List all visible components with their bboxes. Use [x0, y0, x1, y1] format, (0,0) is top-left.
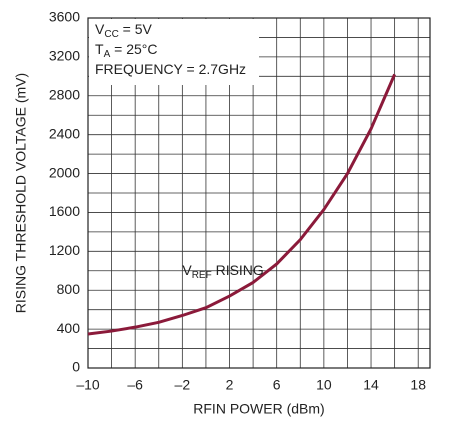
- y-tick-label: 2000: [49, 164, 80, 180]
- x-tick-label: 10: [316, 377, 332, 393]
- subscript: REF: [192, 269, 212, 280]
- x-tick-label: –6: [127, 377, 143, 393]
- conditions-box: [89, 19, 259, 85]
- text-part: = 5V: [119, 21, 153, 37]
- text-part: FREQUENCY = 2.7GHz: [95, 61, 246, 77]
- text-part: RISING: [212, 261, 264, 277]
- y-tick-label: 1200: [49, 242, 80, 258]
- x-tick-label: 2: [226, 377, 234, 393]
- subscript: A: [104, 49, 111, 60]
- text-part: V: [182, 261, 192, 277]
- text-part: V: [95, 21, 105, 37]
- y-tick-label: 2800: [49, 86, 80, 102]
- y-tick-label: 3600: [49, 9, 80, 25]
- subscript: CC: [104, 29, 118, 40]
- x-tick-label: 14: [363, 377, 379, 393]
- x-tick-label: 18: [410, 377, 426, 393]
- x-tick-label: 6: [273, 377, 281, 393]
- condition-text: TA = 25°C: [95, 41, 157, 60]
- y-tick-label: 1600: [49, 203, 80, 219]
- data-line: [87, 73, 396, 336]
- curve-label: VREF RISING: [182, 261, 263, 280]
- text-part: = 25°C: [110, 41, 157, 57]
- condition-text: VCC = 5V: [95, 21, 153, 40]
- y-tick-label: 2400: [49, 125, 80, 141]
- x-tick-label: –10: [76, 377, 100, 393]
- y-tick-label: 400: [57, 320, 81, 336]
- text-part: T: [95, 41, 104, 57]
- plot-frame: [87, 17, 431, 369]
- y-axis-label: RISING THRESHOLD VOLTAGE (mV): [13, 73, 29, 313]
- condition-text: FREQUENCY = 2.7GHz: [95, 61, 246, 77]
- y-tick-label: 800: [57, 281, 81, 297]
- x-tick-label: –2: [175, 377, 191, 393]
- x-axis-label: RFIN POWER (dBm): [193, 401, 324, 417]
- y-tick-label: 3200: [49, 48, 80, 64]
- y-tick-label: 0: [72, 359, 80, 375]
